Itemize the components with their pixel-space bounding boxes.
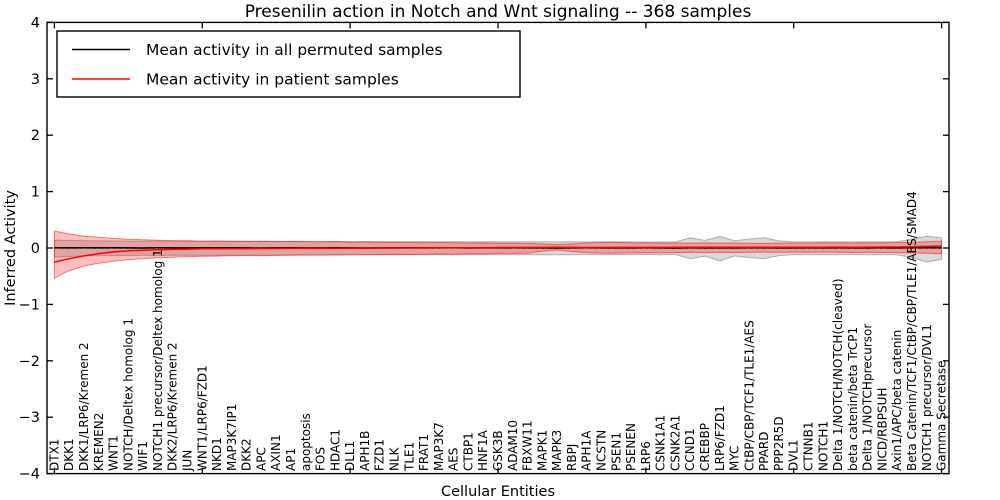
x-tick-label: PPP2R5D <box>772 416 786 471</box>
x-tick-label: DKK1 <box>62 438 76 471</box>
x-tick-label: Axin1/APC/beta catenin <box>890 330 904 471</box>
x-tick-label: CSNK2A1 <box>668 415 682 471</box>
x-tick-label: MAP3K7IP1 <box>225 404 239 471</box>
x-category-labels: DTX1 DKK1 DKK1/LRP6/Kremen 2 KREMEN2 WNT1 NOT… <box>47 191 948 472</box>
x-tick-label: TLE1 <box>402 442 416 472</box>
y-tick-label: −4 <box>19 467 40 483</box>
x-tick-label: MYC <box>728 446 742 471</box>
x-tick-label: NOTCH1 precursor/DVL1 <box>920 324 934 471</box>
x-tick-label: Delta 1/NOTCHprecursor <box>861 324 875 471</box>
y-tick-label: −1 <box>19 297 40 313</box>
x-tick-label: JUN <box>181 450 195 472</box>
x-tick-label: Delta 1/NOTCH/NOTCH(cleaved) <box>831 278 845 471</box>
y-tick-label: 3 <box>31 72 40 88</box>
x-tick-label: CTBP1 <box>461 432 475 471</box>
patient-mean-line <box>54 245 942 263</box>
x-tick-label: CtBP/CBP/TCF1/TLE1/AES <box>742 320 756 471</box>
legend-label-permuted: Mean activity in all permuted samples <box>146 41 443 59</box>
x-tick-label: NICD/RBPSUH <box>876 388 890 471</box>
x-tick-label: beta catenin/beta TrCP1 <box>846 327 860 471</box>
x-tick-label: FZD1 <box>373 439 387 471</box>
x-tick-label: WIF1 <box>136 441 150 471</box>
x-tick-label: DVL1 <box>787 439 801 471</box>
x-tick-label: DLL1 <box>343 441 357 471</box>
x-tick-label: PSEN1 <box>609 432 623 471</box>
y-tick-label: −2 <box>19 354 40 370</box>
x-tick-label: NOTCH1 precursor/Deltex homolog 1 <box>151 249 165 471</box>
y-axis-label: Inferred Activity <box>3 190 19 306</box>
x-tick-label: KREMEN2 <box>92 413 106 471</box>
plot-border <box>46 21 950 475</box>
x-tick-label: FBXW11 <box>521 421 535 472</box>
x-tick-label: ADAM10 <box>506 420 520 471</box>
x-tick-label: NCSTN <box>595 430 609 471</box>
x-tick-label: APH1A <box>580 430 594 471</box>
x-tick-label: DKK2 <box>240 438 254 471</box>
x-tick-label: RBPJ <box>565 444 579 471</box>
x-tick-label: APC <box>254 447 268 471</box>
x-tick-label: NLK <box>388 446 402 471</box>
y-tick-labels: 4 3 2 1 0 −1 −2 −3 −4 <box>19 15 40 482</box>
x-tick-label: WNT1 <box>107 435 121 471</box>
x-tick-label: apoptosis <box>299 413 313 471</box>
x-tick-label: MAPK3 <box>550 430 564 471</box>
x-tick-label: Beta Catenin/TCF1/CtBP/CBP/TLE1/AES/SMAD… <box>905 191 919 471</box>
x-axis-label: Cellular Entities <box>441 484 555 500</box>
x-tick-label: Gamma Secretase <box>935 360 949 471</box>
x-tick-label: HNF1A <box>476 429 490 471</box>
x-tick-label: AXIN1 <box>269 434 283 471</box>
x-tick-label: CCND1 <box>683 428 697 471</box>
x-tick-label: MAPK1 <box>535 430 549 471</box>
confidence-bands <box>53 230 943 279</box>
x-tick-label: DKK1/LRP6/Kremen 2 <box>77 342 91 471</box>
x-tick-label: LRP6 <box>639 441 653 471</box>
x-tick-label: PSENEN <box>624 423 638 471</box>
x-tick-label: FOS <box>314 447 328 471</box>
chart-title: Presenilin action in Notch and Wnt signa… <box>245 2 752 22</box>
x-tick-label: FRAT1 <box>417 434 431 471</box>
y-tick-label: 2 <box>31 128 40 144</box>
x-tick-label: NOTCH/Deltex homolog 1 <box>121 318 135 471</box>
x-tick-label: CREBBP <box>698 423 712 471</box>
patient-band <box>53 230 943 279</box>
x-tick-label: NOTCH1 <box>816 421 830 471</box>
legend-box <box>56 30 521 98</box>
x-tick-label: WNT1/LRP6/FZD1 <box>195 365 209 471</box>
x-tick-label: DKK2/LRP6/Kremen 2 <box>166 342 180 471</box>
x-tick-label: HDAC1 <box>328 429 342 471</box>
y-tick-label: 4 <box>31 15 40 31</box>
x-tick-label: MAP3K7 <box>432 422 446 471</box>
legend-label-patient: Mean activity in patient samples <box>146 71 399 89</box>
x-tick-label: LRP6/FZD1 <box>713 405 727 471</box>
y-tick-label: 1 <box>31 185 40 201</box>
x-tick-label: NKD1 <box>210 437 224 471</box>
x-tick-label: GSK3B <box>491 430 505 471</box>
x-tick-label: APH1B <box>358 431 372 471</box>
y-tick-label: −3 <box>19 410 40 426</box>
x-tick-label: CSNK1A1 <box>654 415 668 471</box>
x-tick-label: CTNNB1 <box>802 421 816 471</box>
x-tick-label: PPARD <box>757 432 771 472</box>
legend: Mean activity in all permuted samples Me… <box>56 30 521 98</box>
x-tick-label: AP1 <box>284 448 298 471</box>
x-tick-label: AES <box>447 448 461 471</box>
x-tick-label: DTX1 <box>47 439 61 471</box>
y-tick-label: 0 <box>31 241 40 257</box>
series-lines <box>54 245 942 263</box>
